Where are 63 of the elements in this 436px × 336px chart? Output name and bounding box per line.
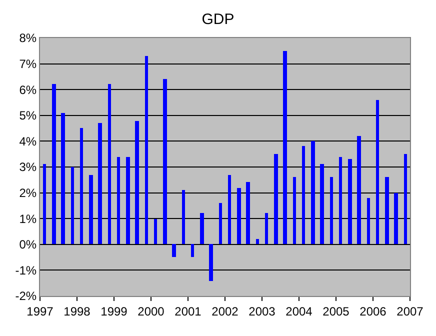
bar xyxy=(237,188,241,244)
bar xyxy=(320,164,324,244)
bar xyxy=(274,154,278,244)
bar xyxy=(339,157,342,244)
bar xyxy=(145,56,148,244)
bar xyxy=(385,177,389,244)
bar xyxy=(43,164,46,244)
bar xyxy=(80,128,83,244)
bar xyxy=(293,177,296,244)
bar xyxy=(302,146,305,244)
y-tick-label: -1% xyxy=(15,263,37,278)
y-tick-label: -2% xyxy=(15,289,37,304)
x-tick-label: 2005 xyxy=(322,304,350,318)
bar xyxy=(246,182,250,244)
bar xyxy=(52,84,56,244)
bar xyxy=(135,121,139,244)
y-tick-label: 8% xyxy=(19,31,37,46)
x-tick-label: 1999 xyxy=(100,304,128,318)
bar xyxy=(256,239,259,244)
bar xyxy=(89,175,93,244)
bar xyxy=(367,198,370,244)
bar xyxy=(209,244,213,281)
bar xyxy=(265,213,268,244)
x-tick-label: 2007 xyxy=(396,304,424,318)
bar xyxy=(330,177,333,244)
bar xyxy=(311,141,315,244)
bar xyxy=(182,190,185,244)
y-tick-label: 6% xyxy=(19,82,37,97)
bar xyxy=(71,167,74,244)
bar xyxy=(98,123,102,244)
bar xyxy=(228,175,231,244)
bar xyxy=(117,157,120,244)
y-tick-label: 4% xyxy=(19,134,37,148)
y-tick-label: 2% xyxy=(19,186,37,200)
x-tick-label: 2001 xyxy=(174,304,202,318)
bar xyxy=(376,100,379,244)
bar xyxy=(394,193,398,244)
y-tick-label: 5% xyxy=(19,108,37,123)
y-tick-label: 0% xyxy=(19,238,37,252)
chart-title: GDP xyxy=(202,10,234,28)
bar xyxy=(61,113,65,244)
x-tick-label: 1997 xyxy=(26,304,54,318)
y-tick-label: 7% xyxy=(19,57,37,71)
x-tick-label: 2006 xyxy=(360,304,387,318)
x-tick-label: 2002 xyxy=(212,304,239,318)
y-tick-label: 3% xyxy=(19,160,37,174)
bar xyxy=(200,213,204,244)
y-tick-label: 1% xyxy=(19,212,37,226)
bar xyxy=(108,84,111,244)
bar xyxy=(404,154,407,244)
x-tick-label: 2003 xyxy=(248,304,276,318)
bar xyxy=(163,79,167,244)
bar xyxy=(154,219,157,244)
x-tick-label: 1998 xyxy=(64,304,91,318)
bar xyxy=(357,136,361,244)
bar xyxy=(348,159,352,244)
bar xyxy=(126,157,130,244)
x-tick-label: 2004 xyxy=(286,304,313,318)
bar xyxy=(219,203,222,244)
bar xyxy=(191,244,194,257)
x-tick-label: 2000 xyxy=(138,304,165,318)
bar xyxy=(172,244,176,257)
bar xyxy=(283,51,287,244)
